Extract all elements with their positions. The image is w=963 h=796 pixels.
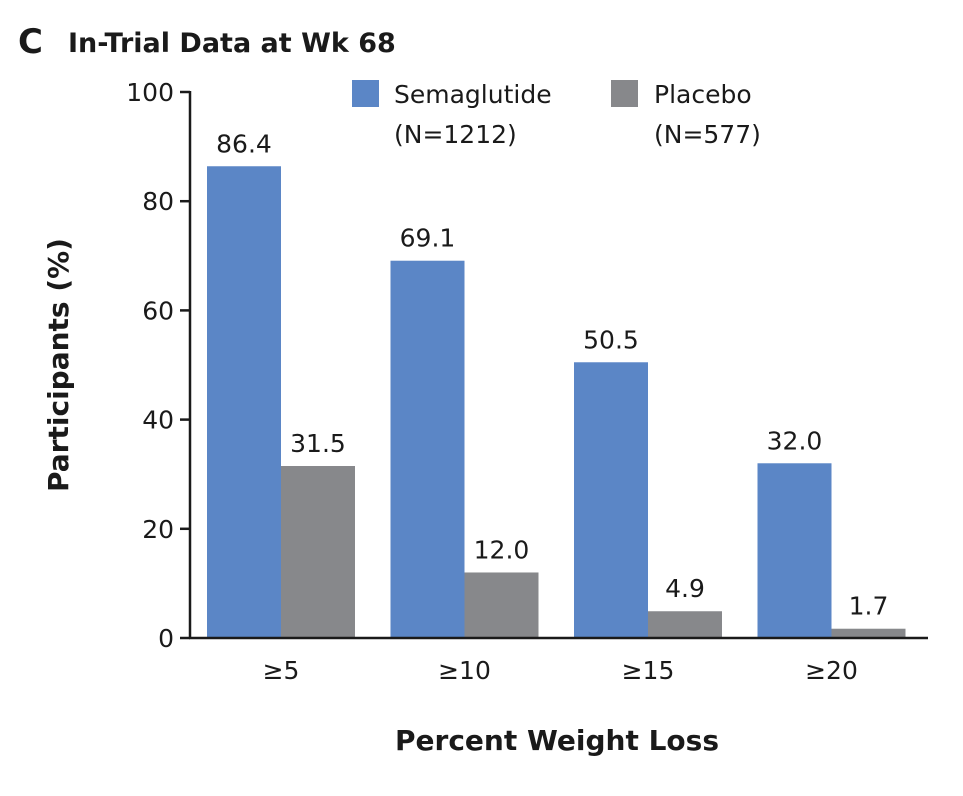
y-tick-label: 100 bbox=[126, 78, 174, 107]
bar-semaglutide-3 bbox=[574, 362, 648, 638]
x-axis-ticks: ≥5 ≥10 ≥15 ≥20 bbox=[263, 656, 858, 685]
bar-placebo-1 bbox=[281, 466, 355, 638]
legend-label-semaglutide: Semaglutide bbox=[394, 80, 552, 109]
bar-placebo-4 bbox=[831, 628, 906, 638]
bar-semaglutide-1 bbox=[207, 166, 281, 639]
x-axis-title: Percent Weight Loss bbox=[395, 724, 719, 757]
data-label-semaglutide-2: 69.1 bbox=[400, 224, 456, 253]
legend: Semaglutide (N=1212) Placebo (N=577) bbox=[352, 80, 761, 149]
legend-count-placebo: (N=577) bbox=[654, 120, 761, 149]
y-axis-ticks: 0 20 40 60 80 100 bbox=[126, 78, 190, 653]
bar-semaglutide-4 bbox=[757, 463, 832, 638]
x-tick-label: ≥10 bbox=[438, 656, 491, 685]
bar-semaglutide-2 bbox=[390, 260, 465, 638]
data-label-semaglutide-3: 50.5 bbox=[583, 325, 639, 354]
panel-letter: C bbox=[18, 22, 43, 62]
legend-swatch-placebo bbox=[611, 80, 638, 107]
data-label-placebo-2: 12.0 bbox=[474, 535, 530, 564]
x-tick-label: ≥20 bbox=[805, 656, 858, 685]
x-tick-label: ≥5 bbox=[263, 656, 300, 685]
legend-count-semaglutide: (N=1212) bbox=[394, 120, 517, 149]
y-tick-label: 60 bbox=[142, 296, 174, 325]
bar-placebo-3 bbox=[648, 611, 722, 638]
legend-label-placebo: Placebo bbox=[654, 80, 752, 109]
y-tick-label: 40 bbox=[142, 406, 174, 435]
y-tick-label: 80 bbox=[142, 187, 174, 216]
y-tick-label: 20 bbox=[142, 515, 174, 544]
data-label-semaglutide-4: 32.0 bbox=[767, 426, 823, 455]
bars-group bbox=[207, 166, 906, 639]
data-label-semaglutide-1: 86.4 bbox=[216, 129, 272, 158]
chart-title: In-Trial Data at Wk 68 bbox=[68, 28, 396, 59]
data-label-placebo-3: 4.9 bbox=[665, 574, 705, 603]
y-tick-label: 0 bbox=[158, 624, 174, 653]
data-label-placebo-1: 31.5 bbox=[290, 429, 346, 458]
legend-swatch-semaglutide bbox=[352, 80, 379, 107]
x-tick-label: ≥15 bbox=[622, 656, 675, 685]
data-label-placebo-4: 1.7 bbox=[849, 592, 889, 621]
bar-placebo-2 bbox=[464, 572, 539, 638]
data-labels-group: 86.4 31.5 69.1 12.0 50.5 4.9 32.0 1.7 bbox=[216, 129, 888, 620]
y-axis-title: Participants (%) bbox=[42, 238, 75, 492]
